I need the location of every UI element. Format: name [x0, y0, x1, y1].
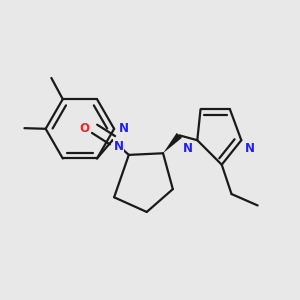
Text: N: N — [119, 122, 129, 135]
Text: N: N — [114, 140, 124, 153]
Text: N: N — [245, 142, 255, 154]
Polygon shape — [163, 133, 182, 153]
Text: O: O — [79, 122, 89, 135]
Text: N: N — [183, 142, 194, 154]
